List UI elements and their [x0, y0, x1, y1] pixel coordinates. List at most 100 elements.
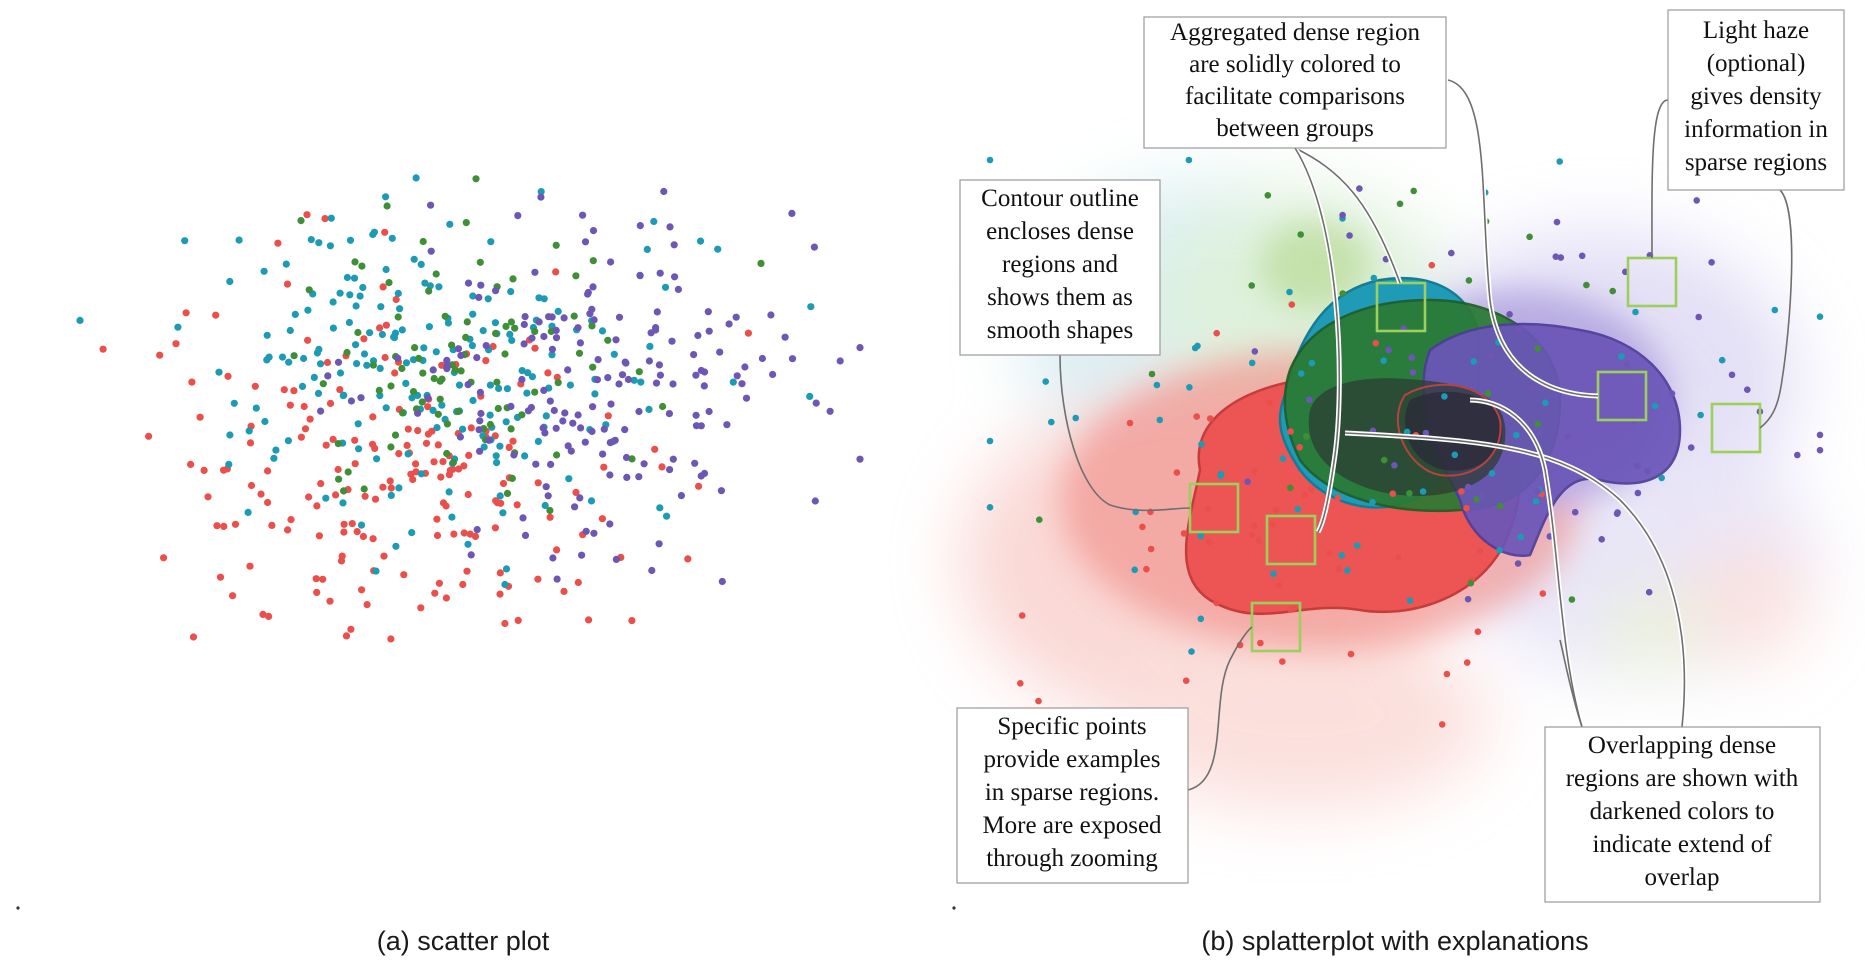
scatter-point: [392, 295, 400, 304]
scatter-point: [357, 521, 366, 529]
splatter-point: [1255, 537, 1262, 544]
scatter-point: [581, 238, 590, 246]
splatter-point: [1126, 419, 1134, 427]
scatter-point: [636, 272, 644, 280]
scatter-point: [424, 394, 432, 402]
scatter-point: [347, 397, 355, 405]
splatter-point: [1185, 156, 1193, 164]
scatter-point: [514, 212, 522, 220]
annotation-box-contour: [959, 179, 1161, 356]
scatter-point: [329, 435, 337, 443]
scatter-point: [475, 426, 483, 434]
scatter-point: [492, 452, 500, 460]
scatter-point: [396, 305, 404, 313]
scatter-point: [340, 391, 348, 399]
scatter-point: [723, 421, 731, 429]
splatter-point: [1213, 329, 1220, 337]
scatter-point: [502, 322, 510, 330]
scatter-point: [387, 635, 395, 643]
scatter-point: [661, 283, 670, 291]
scatter-point: [548, 351, 556, 359]
splatter-point: [1395, 554, 1402, 561]
scatter-point: [419, 237, 427, 246]
scatter-point: [552, 424, 560, 432]
leader-specific: [1187, 626, 1253, 791]
scatter-point: [343, 273, 351, 282]
scatter-point: [457, 351, 465, 360]
annotation-overlap-line-2: regions are shown with: [1566, 765, 1799, 792]
scatter-point: [810, 243, 819, 251]
scatter-point: [435, 283, 443, 291]
splatter-point: [1197, 615, 1205, 623]
scatter-point: [635, 407, 643, 416]
scatter-point: [586, 310, 594, 318]
scatter-point: [507, 288, 515, 296]
scatter-point: [648, 566, 656, 575]
scatter-point: [386, 477, 394, 485]
overlap-region-core: [1404, 391, 1502, 471]
scatter-point: [564, 442, 572, 450]
splatter-point: [1391, 462, 1398, 469]
scatter-point: [358, 586, 366, 594]
annotation-specific-line-2: provide examples: [983, 746, 1160, 773]
scatter-point: [464, 381, 472, 389]
scatter-point: [332, 491, 340, 499]
scatter-point: [334, 358, 343, 366]
splatter-point: [1484, 390, 1492, 397]
scatter-point: [541, 429, 549, 437]
splatter-point: [1516, 326, 1524, 334]
scatter-point: [646, 342, 654, 350]
scatter-point: [432, 348, 440, 356]
scatter-point: [695, 482, 703, 490]
scatter-point: [425, 323, 433, 331]
scatter-point: [230, 399, 238, 407]
splatter-point: [1035, 697, 1042, 705]
scatter-point: [455, 381, 464, 389]
scatter-point: [387, 382, 395, 390]
scatter-point: [553, 575, 561, 583]
scatter-point: [357, 394, 365, 402]
scatter-point: [334, 465, 342, 474]
scatter-point: [383, 202, 391, 210]
caption-panel-b: (b) splatterplot with explanations: [1201, 926, 1588, 956]
scatter-point: [836, 357, 844, 365]
scatter-point: [585, 616, 593, 624]
scatter-point: [334, 440, 342, 448]
scatter-point: [548, 345, 557, 353]
splatter-point: [1297, 370, 1305, 377]
scatter-point: [690, 351, 698, 359]
scatter-point: [546, 397, 554, 405]
splatter-point: [1297, 231, 1304, 238]
scatter-point: [378, 330, 386, 339]
scatter-point: [528, 334, 536, 342]
scatter-point: [400, 571, 408, 579]
scatter-point: [511, 324, 519, 332]
scatter-point: [856, 455, 864, 463]
scatter-point: [216, 573, 225, 581]
scatter-point: [501, 350, 509, 358]
scatter-point: [348, 520, 356, 528]
scatter-point: [381, 228, 389, 236]
leader-overlap-2: [1469, 399, 1583, 728]
splatter-point: [1632, 308, 1639, 316]
splatter-point: [1301, 491, 1309, 499]
scatter-point: [655, 361, 664, 369]
splatter-point: [1287, 484, 1294, 492]
scatter-point: [651, 445, 659, 453]
annotation-haze-line-2: (optional): [1707, 50, 1806, 77]
scatter-point: [213, 522, 221, 530]
splatter-point: [1248, 282, 1255, 289]
scatter-plot-panel: [16, 174, 864, 910]
scatter-point: [637, 378, 645, 386]
scatter-point: [742, 394, 751, 402]
scatter-point: [600, 463, 608, 471]
splatter-point: [1557, 254, 1565, 261]
scatter-point: [419, 369, 427, 377]
dense-region-purple: [1422, 322, 1682, 557]
scatter-point: [188, 378, 196, 386]
scatter-point: [691, 459, 699, 467]
scatter-point: [697, 472, 705, 480]
scatter-point: [544, 492, 552, 500]
scatter-point: [336, 289, 344, 297]
scatter-point: [301, 425, 310, 433]
